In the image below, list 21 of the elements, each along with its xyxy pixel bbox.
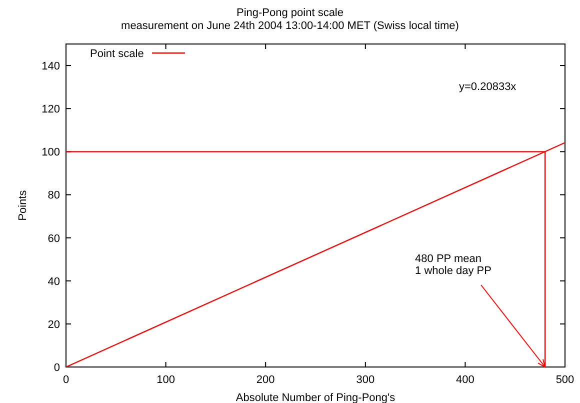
annotation: y=0.20833x <box>459 81 517 93</box>
x-tick-label: 200 <box>256 374 275 386</box>
x-axis-title: Absolute Number of Ping-Pong's <box>236 392 396 403</box>
y-tick-label: 60 <box>48 232 60 245</box>
y-tick-label: 0 <box>54 362 60 374</box>
annotation: 480 PP mean 1 whole day PP <box>415 253 492 277</box>
x-tick-label: 500 <box>556 374 574 386</box>
x-tick-label: 100 <box>156 374 175 386</box>
legend-label: Point scale <box>90 48 144 60</box>
x-tick-label: 400 <box>456 374 474 386</box>
y-axis-title: Points <box>17 190 29 221</box>
chart-subtitle: measurement on June 24th 2004 13:00-14:00 MET (Swiss local time) <box>121 20 459 32</box>
x-tick-label: 300 <box>356 374 375 386</box>
y-tick-label: 20 <box>48 318 60 331</box>
y-tick-label: 100 <box>42 146 60 159</box>
y-tick-label: 80 <box>48 190 60 202</box>
y-tick-label: 120 <box>42 104 60 116</box>
x-tick-label: 0 <box>62 374 70 386</box>
y-tick-label: 40 <box>48 276 60 288</box>
chart-title: Ping-Pong point scale <box>236 7 344 19</box>
y-tick-label: 140 <box>42 60 60 73</box>
